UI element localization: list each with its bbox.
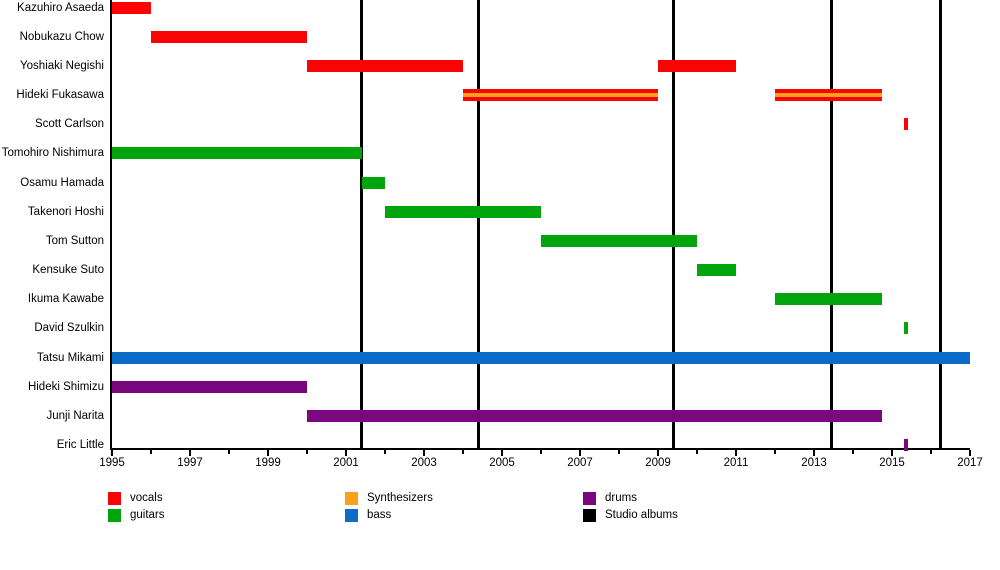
legend-entry: vocals xyxy=(108,492,328,506)
plot-area: Kazuhiro Asaeda Nobukazu Chow Yoshiaki Neg… xyxy=(1,0,983,469)
axis-tick-minor xyxy=(384,450,386,454)
member-bar xyxy=(151,30,307,43)
member-bar xyxy=(385,205,541,218)
axis-tick-major xyxy=(579,450,581,456)
legend-entry: bass xyxy=(345,509,565,523)
member-bar xyxy=(307,59,463,72)
axis-tick-minor xyxy=(462,450,464,454)
studio_albums-legend-swatch xyxy=(583,509,596,522)
axis-tick-major xyxy=(111,450,113,456)
member-bar xyxy=(307,409,883,422)
axis-tick-minor xyxy=(930,450,932,454)
member-label: Osamu Hamada xyxy=(20,176,104,189)
member-label: Hideki Fukasawa xyxy=(16,89,104,101)
member-bar xyxy=(658,59,736,72)
legend-label: Studio albums xyxy=(605,509,678,521)
album-line xyxy=(477,0,481,450)
axis-tick-label: 1999 xyxy=(255,457,281,469)
axis-tick-minor xyxy=(852,450,854,454)
member-bar xyxy=(112,1,151,14)
album-line xyxy=(360,0,364,450)
vocals-legend-swatch xyxy=(108,492,121,505)
member-bar xyxy=(112,351,970,364)
axis-tick-minor xyxy=(150,450,152,454)
legend-label: Synthesizers xyxy=(367,492,433,504)
member-bar xyxy=(112,380,307,393)
legend-label: bass xyxy=(367,509,392,521)
axis-tick-minor xyxy=(540,450,542,454)
member-bar xyxy=(775,293,883,306)
axis-tick-label: 2003 xyxy=(411,457,437,469)
member-label: Yoshiaki Negishi xyxy=(20,59,104,72)
y-axis-line xyxy=(110,0,112,450)
member-label: Eric Little xyxy=(56,439,104,452)
axis-tick-label: 2001 xyxy=(333,457,359,469)
member-bar xyxy=(775,89,883,101)
bass-legend-swatch xyxy=(345,509,358,522)
member-bar xyxy=(463,89,658,101)
album-line xyxy=(830,0,834,450)
member-label: Kensuke Suto xyxy=(32,264,104,277)
axis-tick-minor xyxy=(696,450,698,454)
axis-tick-major xyxy=(345,450,347,456)
member-label: Tatsu Mikami xyxy=(36,351,104,364)
axis-tick-label: 1997 xyxy=(177,457,203,469)
synthesizers-legend-swatch xyxy=(345,492,358,505)
member-label: Scott Carlson xyxy=(34,118,104,131)
member-label: David Szulkin xyxy=(34,322,104,335)
axis-tick-major xyxy=(423,450,425,456)
album-line xyxy=(939,0,943,450)
axis-tick-minor xyxy=(228,450,230,454)
axis-tick-major xyxy=(969,450,971,456)
axis-tick-major xyxy=(891,450,893,456)
axis-tick-major xyxy=(189,450,191,456)
member-label: Hideki Shimizu xyxy=(27,380,104,393)
axis-tick-major xyxy=(657,450,659,456)
member-bar xyxy=(903,118,908,131)
member-label: Ikuma Kawabe xyxy=(27,293,104,306)
drums-legend-swatch xyxy=(583,492,596,505)
member-label: Junji Narita xyxy=(46,409,104,422)
axis-tick-label: 2013 xyxy=(801,457,827,469)
axis-tick-label: 2015 xyxy=(879,457,905,469)
member-label: Tom Sutton xyxy=(45,234,104,247)
album-line xyxy=(672,0,676,450)
axis-tick-major xyxy=(813,450,815,456)
axis-tick-label: 1995 xyxy=(99,457,125,469)
axis-tick-minor xyxy=(306,450,308,454)
legend-entry: drums xyxy=(583,492,803,506)
axis-tick-label: 2017 xyxy=(957,457,983,469)
legend-label: vocals xyxy=(130,492,163,504)
member-bar xyxy=(112,147,362,160)
member-label: Kazuhiro Asaeda xyxy=(17,1,104,14)
member-bar xyxy=(903,322,908,335)
axis-tick-minor xyxy=(774,450,776,454)
member-bar xyxy=(361,176,385,189)
axis-tick-minor xyxy=(618,450,620,454)
legend: vocals guitars Synthesizers bass drums Studio… xyxy=(0,480,1000,570)
member-label: Tomohiro Nishimura xyxy=(1,147,104,160)
axis-tick-major xyxy=(267,450,269,456)
member-label: Takenori Hoshi xyxy=(27,205,104,218)
axis-tick-major xyxy=(501,450,503,456)
legend-label: drums xyxy=(605,492,637,504)
axis-tick-label: 2011 xyxy=(723,457,749,469)
member-bar xyxy=(697,264,736,277)
legend-entry: Synthesizers xyxy=(345,492,565,506)
axis-tick-label: 2009 xyxy=(645,457,671,469)
member-bar xyxy=(903,439,908,452)
member-label: Nobukazu Chow xyxy=(19,30,104,43)
member-bar xyxy=(541,234,697,247)
legend-entry: guitars xyxy=(108,509,328,523)
axis-tick-major xyxy=(735,450,737,456)
x-axis-line xyxy=(110,448,970,450)
legend-label: guitars xyxy=(130,509,165,521)
axis-tick-label: 2007 xyxy=(567,457,593,469)
axis-tick-label: 2005 xyxy=(489,457,515,469)
legend-entry: Studio albums xyxy=(583,509,803,523)
guitars-legend-swatch xyxy=(108,509,121,522)
